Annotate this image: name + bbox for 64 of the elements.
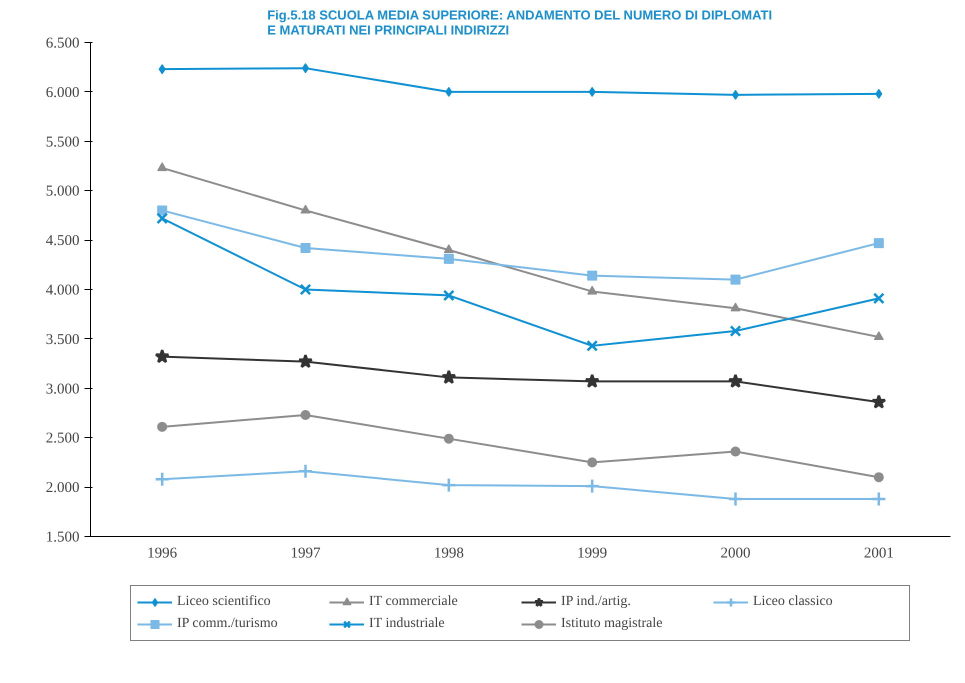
point [584,374,600,388]
legend-label: IP comm./turismo [177,616,279,632]
point [298,354,313,368]
point [154,471,170,487]
point [442,290,455,302]
legend-label: IP ind./artig. [561,594,632,610]
x-tick-label: 1997 [290,546,321,562]
point [157,162,168,172]
legend-label: Istituto magistrale [561,616,664,632]
legend-label: Liceo scientifico [177,594,272,610]
chart-title: Fig.5.18 SCUOLA MEDIA SUPERIORE: ANDAMENTO DEL NUMERO DI DIPLOMATI E MATURATI NEI PRINCIPALI INDIRIZZI [267,8,772,38]
y-tick-label: 1.500 [46,530,80,546]
y-tick-label: 4.500 [46,233,80,250]
legend-label: IT industriale [369,616,446,632]
y-tick-label: 4.000 [46,282,80,298]
point [441,370,456,384]
x-tick-label: 2000 [720,546,750,562]
point [728,491,744,507]
point [445,86,452,97]
x-tick-label: 2001 [864,546,894,562]
y-tick-label: 5.500 [46,134,80,150]
y-tick-label: 2.000 [46,480,80,496]
point [300,204,310,214]
point [444,254,454,264]
point [444,434,454,444]
point [587,457,598,468]
y-tick-label: 5.000 [46,184,80,200]
point [158,64,166,74]
point [871,394,886,409]
point [871,491,887,507]
point [587,270,598,281]
point [584,478,600,494]
point [298,464,314,480]
legend-label: Liceo classico [753,594,834,610]
y-tick-label: 3.500 [46,332,80,348]
x-tick-label: 1996 [147,546,178,562]
point [300,284,312,296]
point [874,472,884,482]
point [874,238,884,248]
point [441,477,457,493]
x-tick-label: 1999 [577,546,608,562]
point [730,446,740,457]
point [156,212,168,224]
y-tick-label: 6.000 [46,84,80,101]
point [588,86,596,97]
point [728,374,743,388]
legend-label: IT commerciale [369,594,459,610]
point [444,244,454,254]
point [154,348,170,364]
y-tick-label: 6.500 [46,36,80,52]
point [874,331,884,340]
point [300,410,310,420]
point [730,274,740,285]
point [586,340,598,352]
point [730,302,740,312]
point [872,292,885,304]
point [730,325,742,337]
point [157,422,168,432]
point [300,243,310,254]
x-tick-label: 1998 [434,546,464,562]
point [875,88,882,99]
point [587,286,598,295]
y-tick-label: 3.000 [46,381,80,398]
y-tick-label: 2.500 [46,430,80,447]
